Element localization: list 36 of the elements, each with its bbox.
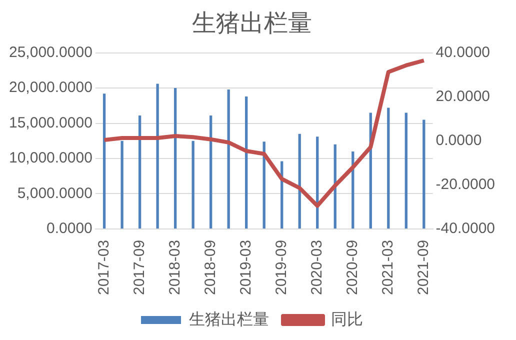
bar: [404, 112, 408, 228]
bar: [102, 94, 106, 228]
y-tick-label: 10,000.0000: [8, 150, 92, 167]
x-tick-label: 2019-09: [272, 240, 290, 296]
x-tick-label: 2019-03: [237, 240, 254, 296]
x-tick-label: 2020-03: [308, 240, 326, 296]
bar: [156, 84, 159, 228]
bar: [245, 96, 248, 228]
bar: [227, 89, 230, 228]
y2-tick-label: 0.0000: [436, 132, 482, 150]
y2-tick-label: -20.0000: [436, 176, 495, 194]
bar: [210, 116, 212, 228]
x-tick-label: 2018-03: [166, 240, 184, 296]
x-tick-label: 2017-09: [130, 240, 148, 296]
x-tick-label: 2017-03: [95, 240, 112, 296]
y2-tick-label: 40.0000: [436, 44, 490, 61]
y-tick-label: 5,000.0000: [17, 184, 92, 202]
bar: [192, 140, 194, 228]
y2-tick-label: -40.0000: [436, 220, 495, 238]
y-tick-label: 25,000.0000: [8, 44, 92, 61]
x-tick-label: 2020-09: [344, 240, 362, 296]
chart-title: 生猪出栏量: [192, 10, 312, 38]
x-tick-label: 2021-03: [380, 240, 397, 296]
x-tick-label: 2021-09: [415, 240, 432, 296]
y-tick-label: 20,000.0000: [8, 79, 92, 96]
x-tick-label: 2018-09: [202, 240, 219, 296]
bar: [120, 140, 124, 228]
bar: [387, 108, 390, 228]
y2-tick-label: 20.0000: [436, 88, 490, 105]
legend-label: 同比: [331, 310, 363, 328]
y-tick-label: 15,000.0000: [8, 114, 92, 132]
legend-label: 生猪出栏量: [189, 310, 269, 328]
bar: [422, 120, 426, 228]
bar: [174, 88, 177, 228]
bar: [138, 116, 142, 228]
y-tick-label: 0.0000: [46, 220, 92, 238]
